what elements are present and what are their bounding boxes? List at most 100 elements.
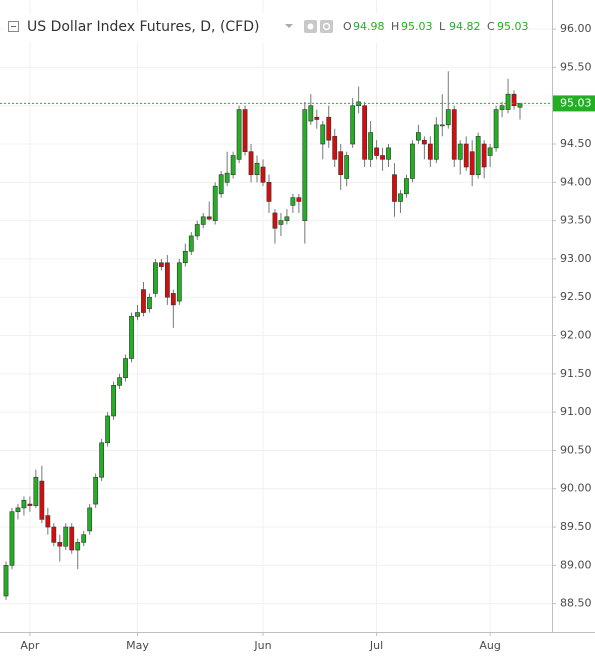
ohlc-value: 95.03 <box>497 20 529 33</box>
candle-body <box>212 185 218 221</box>
y-tick-label: 95.50 <box>560 60 592 73</box>
candle-body <box>493 109 499 149</box>
candles <box>3 71 523 600</box>
y-tick-label: 94.00 <box>560 175 592 188</box>
y-tick-label: 93.00 <box>560 252 592 265</box>
candle-body <box>9 511 15 566</box>
y-tick-label: 90.50 <box>560 443 592 456</box>
candle-body <box>159 262 164 267</box>
candle-body <box>284 216 290 221</box>
candle-body <box>87 507 93 532</box>
candle-body <box>475 136 481 175</box>
last-price-tag <box>553 95 595 112</box>
candle-body <box>374 147 379 156</box>
y-tick-label: 91.50 <box>560 367 592 380</box>
candle-body <box>51 526 57 543</box>
candle-body <box>404 178 409 195</box>
candle-body <box>386 147 391 160</box>
candle-body <box>416 132 421 141</box>
candle-body <box>308 105 314 122</box>
candle-body <box>33 476 39 506</box>
x-tick-label: May <box>126 639 149 652</box>
gear-icon <box>322 22 331 31</box>
candle-body <box>320 124 326 145</box>
settings-button[interactable] <box>320 20 333 33</box>
chart-title: US Dollar Index Futures, D, (CFD) <box>27 19 259 35</box>
candle-body <box>15 507 21 513</box>
candle-body <box>75 542 81 551</box>
candle-body <box>511 93 517 107</box>
ohlc-label: L <box>439 20 446 33</box>
candle-body <box>421 139 427 145</box>
x-tick-label: Jul <box>369 639 383 652</box>
candle-body <box>188 235 194 252</box>
candle-body <box>260 166 266 183</box>
candle-body <box>433 124 439 160</box>
candle-body <box>147 296 152 310</box>
candle-body <box>105 415 110 444</box>
candle-body <box>451 109 457 160</box>
candle-body <box>39 480 45 520</box>
candle-body <box>290 197 296 206</box>
candle-body <box>344 155 350 179</box>
candle-body <box>314 116 320 120</box>
y-tick-label: 94.50 <box>560 137 592 150</box>
dropdown-arrow[interactable] <box>285 24 293 28</box>
last-price-label: 95.03 <box>560 96 592 109</box>
ohlc-value: 94.82 <box>449 20 481 33</box>
y-tick-label: 92.00 <box>560 329 592 342</box>
candle-body <box>338 151 344 175</box>
candle-body <box>499 105 505 110</box>
candle-body <box>3 565 9 597</box>
candle-body <box>111 385 116 417</box>
candle-body <box>302 109 308 221</box>
candle-body <box>206 216 212 220</box>
candle-body <box>69 526 75 551</box>
candle-body <box>141 289 146 313</box>
candle-body <box>45 515 51 528</box>
candle-body <box>123 358 128 378</box>
candle-body <box>57 542 63 547</box>
ohlc-legend: O 94.98 H 95.03 L 94.82 C 95.03 <box>343 20 529 33</box>
candle-body <box>410 143 415 179</box>
candle-body <box>81 534 87 543</box>
candle-body <box>218 174 224 195</box>
candle-body <box>362 105 367 160</box>
candle-body <box>517 103 523 108</box>
candle-body <box>296 197 302 202</box>
candle-body <box>164 262 170 298</box>
candle-body <box>278 220 284 225</box>
candle-body <box>392 174 397 202</box>
candle-body <box>254 162 260 175</box>
candle-body <box>398 193 403 202</box>
candle-body <box>63 526 69 547</box>
candle-body <box>380 155 385 160</box>
candle-body <box>230 155 236 175</box>
y-tick-label: 88.50 <box>560 597 592 610</box>
eye-icon <box>307 23 314 30</box>
candle-body <box>481 143 487 168</box>
x-tick-label: Aug <box>479 639 500 652</box>
y-tick-label: 89.00 <box>560 558 592 571</box>
candle-body <box>176 262 182 302</box>
candle-body <box>153 262 158 294</box>
candle-body <box>487 147 493 156</box>
legend-backdrop <box>4 13 464 43</box>
y-tick-label: 92.50 <box>560 290 592 303</box>
candle-body <box>505 93 511 110</box>
candle-body <box>117 377 122 386</box>
grid <box>0 0 552 632</box>
candle-body <box>182 250 188 264</box>
candle-body <box>200 216 206 225</box>
y-tick-label: 96.00 <box>560 22 592 35</box>
candle-body <box>27 503 33 506</box>
y-tick-label: 91.00 <box>560 405 592 418</box>
candle-body <box>129 316 134 359</box>
candle-body <box>326 116 332 141</box>
ohlc-label: O <box>343 20 352 33</box>
x-tick-label: Apr <box>20 639 40 652</box>
ohlc-value: 94.98 <box>353 20 385 33</box>
candle-body <box>439 124 445 127</box>
candle-body <box>194 224 200 237</box>
